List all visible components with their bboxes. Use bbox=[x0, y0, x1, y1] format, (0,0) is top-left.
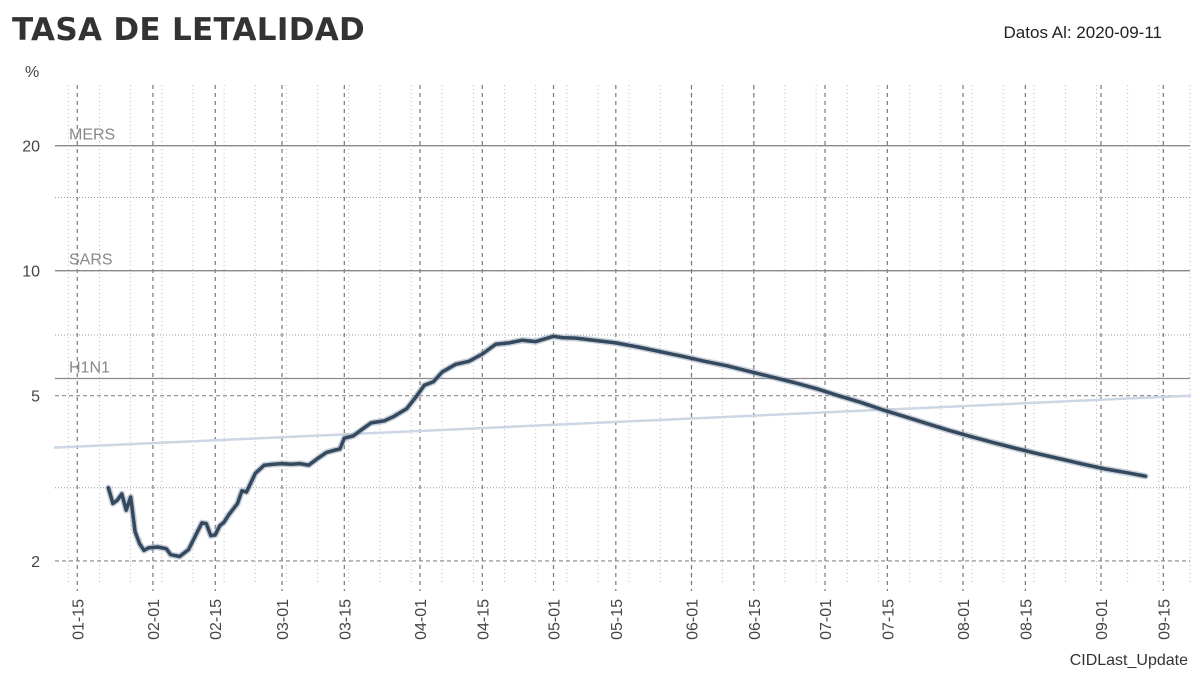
y-tick-label: 20 bbox=[22, 139, 40, 156]
x-tick-label: 04-15 bbox=[475, 599, 492, 640]
data-date-stamp: Datos Al: 2020-09-11 bbox=[1003, 23, 1162, 42]
series-line-lethality bbox=[106, 334, 1148, 559]
y-tick-label: 10 bbox=[22, 264, 40, 281]
x-tick-label: 05-01 bbox=[547, 599, 564, 640]
x-tick-label: 09-15 bbox=[1156, 599, 1173, 640]
x-tick-label: 06-15 bbox=[747, 599, 764, 640]
x-tick-label: 03-01 bbox=[275, 599, 292, 640]
axes-layer: 01-15 02-01 02-15 03-01 03-15 04-01 04-15 05-01… bbox=[22, 64, 1173, 640]
y-tick-label: 5 bbox=[31, 389, 40, 406]
x-tick-label: 04-01 bbox=[413, 599, 430, 640]
y-axis-unit: % bbox=[25, 64, 39, 81]
x-tick-label: 02-01 bbox=[146, 599, 163, 640]
x-tick-label: 09-01 bbox=[1094, 599, 1111, 640]
x-tick-label: 07-01 bbox=[818, 599, 835, 640]
reference-label-mers: MERS bbox=[69, 127, 115, 144]
x-tick-label: 03-15 bbox=[337, 599, 354, 640]
x-tick-label: 08-01 bbox=[956, 599, 973, 640]
x-tick-label: 01-15 bbox=[70, 599, 87, 640]
reference-lines-layer: MERS SARS H1N1 bbox=[55, 127, 1190, 380]
x-tick-label: 05-15 bbox=[609, 599, 626, 640]
reference-label-sars: SARS bbox=[69, 252, 113, 269]
y-tick-label: 2 bbox=[31, 554, 40, 571]
reference-label-h1n1: H1N1 bbox=[69, 359, 110, 376]
series-layer bbox=[53, 333, 1192, 560]
x-tick-label: 07-15 bbox=[880, 599, 897, 640]
series-line-trend bbox=[53, 394, 1192, 449]
series-line-shadow bbox=[105, 333, 1149, 560]
x-tick-label: 08-15 bbox=[1018, 599, 1035, 640]
x-tick-label: 06-01 bbox=[684, 599, 701, 640]
x-axis-label: CIDLast_Update bbox=[1069, 652, 1188, 669]
chart-title: TASA DE LETALIDAD bbox=[12, 12, 366, 48]
x-tick-label: 02-15 bbox=[208, 599, 225, 640]
